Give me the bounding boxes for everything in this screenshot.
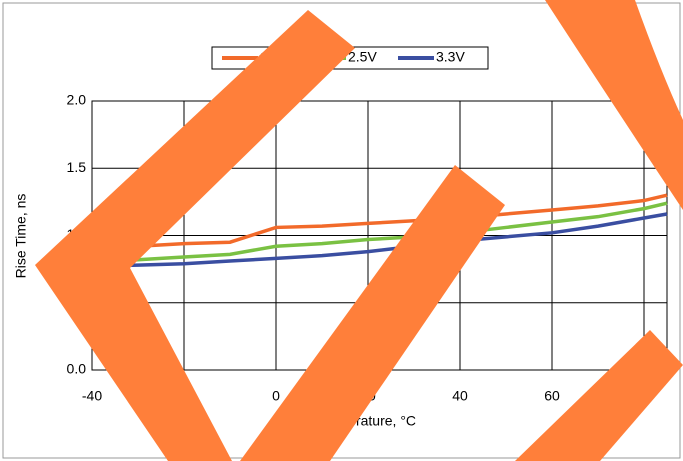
x-tick-label: -40 [82,388,102,404]
x-tick-label: 40 [452,388,468,404]
x-tick-label: 0 [272,388,280,404]
y-tick-label: 2.0 [67,92,87,108]
x-tick-label: 60 [544,388,560,404]
series-line [91,193,668,257]
legend-label: 3.3V [436,49,465,65]
watermark [35,0,683,461]
watermark-shape [515,330,683,461]
watermark-shape [545,0,683,210]
series-line [91,201,668,265]
series-line [91,212,668,269]
legend-label: 2.5V [348,49,377,65]
watermark-shape [35,10,355,461]
y-tick-label: 0.0 [67,361,87,377]
watermark-shape [240,165,505,461]
y-tick-label: 1.5 [67,159,87,175]
y-axis-label: Rise Time, ns [13,194,29,279]
